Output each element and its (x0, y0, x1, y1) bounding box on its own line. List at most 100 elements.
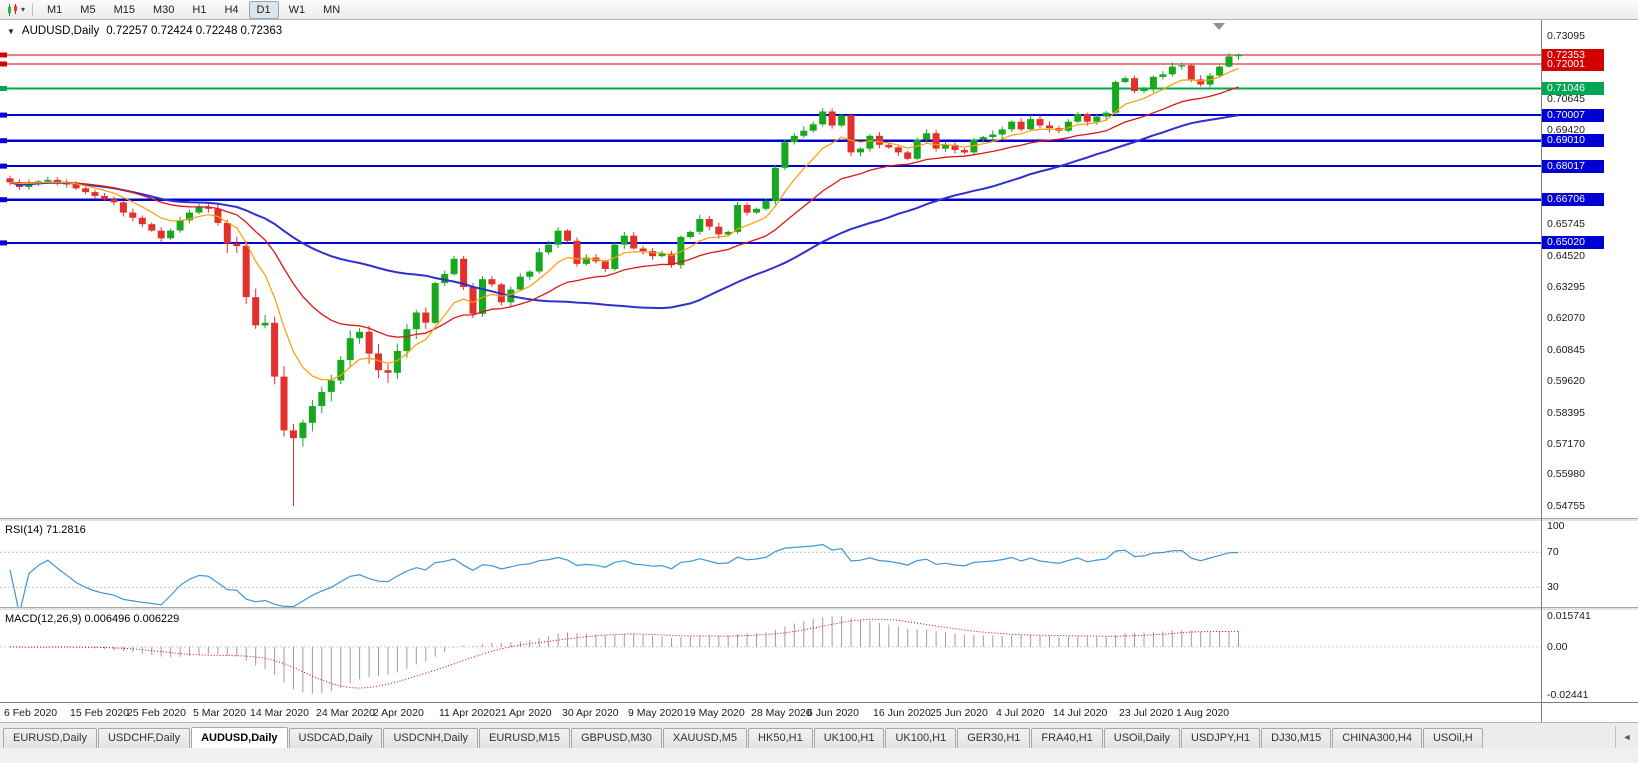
chart-tab-usdjpy-h1[interactable]: USDJPY,H1 (1181, 728, 1261, 748)
macd-indicator-label: MACD(12,26,9) 0.006496 0.006229 (5, 613, 180, 625)
timeframe-button-m5[interactable]: M5 (80, 3, 96, 16)
rsi-indicator-pane[interactable]: RSI(14) 71.2816 (0, 521, 1541, 607)
date-axis-label: 21 Apr 2020 (495, 707, 552, 719)
chart-shift-marker (1213, 23, 1225, 30)
chart-tab-uk100-h1[interactable]: UK100,H1 (885, 728, 957, 748)
date-axis-label: 28 May 2020 (751, 707, 812, 719)
timeframe-button-h4[interactable]: H4 (224, 3, 239, 16)
price-axis-label: 0.54755 (1547, 500, 1585, 512)
price-line-label: 0.71046 (1542, 82, 1604, 95)
chart-tab-uk100-h1[interactable]: UK100,H1 (813, 728, 885, 748)
price-line-label: 0.68017 (1542, 160, 1604, 173)
rsi-chart-svg (0, 543, 1541, 607)
bottom-strip (0, 748, 1638, 763)
date-axis-label: 14 Mar 2020 (250, 707, 309, 719)
date-axis-label: 25 Jun 2020 (930, 707, 988, 719)
chart-symbol-period: AUDUSD,Daily (21, 25, 100, 37)
price-chart-pane[interactable]: ▼ AUDUSD,Daily 0.72257 0.72424 0.72248 0… (0, 20, 1541, 518)
price-axis-label: 0.70645 (1547, 93, 1585, 105)
price-axis-macd-section[interactable]: 0.015741 0.00 -0.02441 (1542, 610, 1638, 702)
chart-workspace: ▼ AUDUSD,Daily 0.72257 0.72424 0.72248 0… (0, 20, 1638, 722)
chart-tab-hk50-h1[interactable]: HK50,H1 (748, 728, 813, 748)
chart-tab-usdcad-daily[interactable]: USDCAD,Daily (288, 728, 383, 748)
tab-scroll-left-button[interactable]: ◄ (1615, 726, 1638, 748)
price-axis-label: 0.65745 (1547, 218, 1585, 230)
timeframe-button-m1[interactable]: M1 (47, 3, 63, 16)
rsi-axis-label: 30 (1547, 581, 1559, 593)
timeframe-button-h1[interactable]: H1 (192, 3, 207, 16)
main-chart-svg[interactable] (0, 20, 1541, 518)
date-axis-label: 30 Apr 2020 (562, 707, 619, 719)
timeframe-button-m15[interactable]: M15 (113, 3, 135, 16)
chart-tab-dj30-m15[interactable]: DJ30,M15 (1261, 728, 1332, 748)
date-axis-label: 1 Aug 2020 (1176, 707, 1230, 719)
chart-tab-audusd-daily[interactable]: AUDUSD,Daily (191, 727, 288, 748)
date-axis-label: 9 May 2020 (628, 707, 683, 719)
date-axis-label: 6 Feb 2020 (4, 707, 58, 719)
chart-type-icon[interactable] (5, 3, 21, 17)
date-axis-label: 14 Jul 2020 (1053, 707, 1108, 719)
price-axis-label: 0.58395 (1547, 407, 1585, 419)
pane-splitter[interactable] (0, 518, 1541, 521)
chart-tab-usdcnh-daily[interactable]: USDCNH,Daily (383, 728, 479, 748)
moving-averages-layer (9, 67, 1239, 381)
chart-tab-ger30-h1[interactable]: GER30,H1 (957, 728, 1031, 748)
timeframe-button-m30[interactable]: M30 (152, 3, 175, 16)
price-axis[interactable]: 0.730950.720700.706450.694200.657450.645… (1541, 20, 1638, 722)
hlines-layer (0, 52, 1541, 246)
date-axis-label: 6 Jun 2020 (807, 707, 859, 719)
price-axis-label: 0.62070 (1547, 312, 1585, 324)
macd-axis-label: -0.02441 (1547, 689, 1589, 701)
timeframe-buttons: M1 M5 M15 M30 H1 H4 D1 W1 MN (38, 0, 349, 19)
axis-splitter (1542, 518, 1638, 521)
price-line-label: 0.72001 (1542, 58, 1604, 71)
price-axis-label: 0.57170 (1547, 438, 1585, 450)
date-axis-label: 23 Jul 2020 (1119, 707, 1174, 719)
chart-tab-eurusd-m15[interactable]: EURUSD,M15 (479, 728, 570, 748)
chart-tab-china300-h4[interactable]: CHINA300,H4 (1332, 728, 1422, 748)
timeframe-button-mn[interactable]: MN (323, 3, 341, 16)
price-axis-label: 0.64520 (1547, 250, 1585, 262)
chart-type-caret-icon[interactable]: ▾ (21, 5, 26, 14)
date-axis-label: 16 Jun 2020 (873, 707, 931, 719)
pane-splitter[interactable] (0, 607, 1541, 610)
price-axis-rsi-section[interactable]: 100 70 30 (1542, 521, 1638, 607)
chart-tab-usdchf-daily[interactable]: USDCHF,Daily (97, 728, 191, 748)
macd-axis-label: 0.00 (1547, 641, 1568, 653)
date-axis-label: 24 Mar 2020 (316, 707, 375, 719)
price-line-label: 0.69010 (1542, 134, 1604, 147)
timeframe-button-d1[interactable]: D1 (248, 0, 279, 19)
chart-tab-xauusd-m5[interactable]: XAUUSD,M5 (662, 728, 748, 748)
price-axis-label: 0.60845 (1547, 344, 1585, 356)
chart-tab-gbpusd-m30[interactable]: GBPUSD,M30 (570, 728, 662, 748)
one-click-trading-arrow-icon[interactable]: ▼ (7, 26, 15, 36)
date-axis-label: 19 May 2020 (684, 707, 745, 719)
price-axis-label: 0.69420 (1547, 124, 1585, 136)
chart-tabbar: ◄ EURUSD,Daily USDCHF,Daily AUDUSD,Daily US… (0, 722, 1638, 748)
date-axis-label: 5 Mar 2020 (193, 707, 247, 719)
price-axis-label: 0.73095 (1547, 30, 1585, 42)
price-axis-label: 0.55980 (1547, 468, 1585, 480)
chart-tab-usoil-h[interactable]: USOil,H (1422, 728, 1483, 748)
date-axis-label: 15 Feb 2020 (70, 707, 129, 719)
chart-title: ▼ AUDUSD,Daily 0.72257 0.72424 0.72248 0… (7, 25, 282, 37)
price-axis-main-section[interactable]: 0.730950.720700.706450.694200.657450.645… (1542, 20, 1638, 518)
date-axis-label: 11 Apr 2020 (439, 707, 495, 719)
price-line-label: 0.70007 (1542, 109, 1604, 122)
chart-panes: ▼ AUDUSD,Daily 0.72257 0.72424 0.72248 0… (0, 20, 1541, 722)
chart-tab-eurusd-daily[interactable]: EURUSD,Daily (3, 728, 97, 748)
chart-tab-fra40-h1[interactable]: FRA40,H1 (1031, 728, 1103, 748)
chart-tab-usoil-daily[interactable]: USOil,Daily (1103, 728, 1181, 748)
date-axis-label: 25 Feb 2020 (127, 707, 186, 719)
timeframe-toolbar: ▾ M1 M5 M15 M30 H1 H4 D1 W1 MN (0, 0, 1638, 20)
date-axis-label: 4 Jul 2020 (996, 707, 1045, 719)
timeframe-button-w1[interactable]: W1 (288, 3, 306, 16)
chart-ohlc-values: 0.72257 0.72424 0.72248 0.72363 (106, 25, 283, 37)
macd-indicator-pane[interactable]: MACD(12,26,9) 0.006496 0.006229 (0, 610, 1541, 702)
macd-chart-svg (0, 616, 1541, 694)
rsi-indicator-label: RSI(14) 71.2816 (5, 524, 86, 536)
axis-corner (1542, 702, 1638, 722)
macd-axis-label: 0.015741 (1547, 610, 1591, 622)
date-axis[interactable]: 6 Feb 2020 15 Feb 2020 25 Feb 2020 5 Mar 20… (0, 702, 1541, 722)
